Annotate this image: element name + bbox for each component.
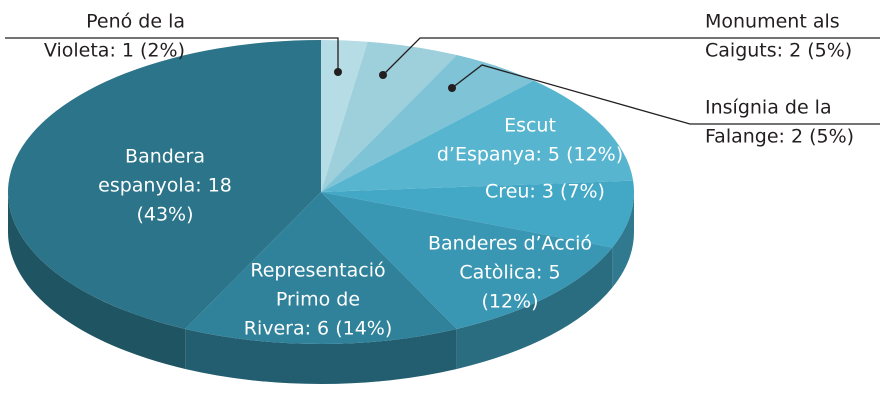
slice <box>321 40 368 192</box>
data-label: Primo de <box>276 289 360 311</box>
slice <box>7 40 322 329</box>
leader-dot <box>334 68 342 76</box>
slice-side <box>612 192 634 288</box>
data-label: Rivera: 6 (14%) <box>244 318 393 340</box>
data-label: Caiguts: 2 (5%) <box>705 40 852 62</box>
data-label: Penó de la <box>86 11 185 33</box>
data-label: Catòlica: 5 <box>459 262 560 284</box>
data-label: Violeta: 1 (2%) <box>44 40 185 62</box>
data-label: (43%) <box>136 204 193 226</box>
data-label: Escut <box>504 115 556 137</box>
slice-side <box>8 192 186 369</box>
leader-line <box>5 37 339 72</box>
leader-line <box>382 37 880 76</box>
data-label: Representació <box>250 260 385 282</box>
pie <box>7 40 634 384</box>
data-label: Creu: 3 (7%) <box>485 181 605 203</box>
data-label: Banderes d’Acció <box>428 233 592 255</box>
slice <box>321 180 634 248</box>
data-label: Insígnia de la <box>705 97 832 119</box>
slice <box>185 192 457 344</box>
data-label: (12%) <box>481 291 538 313</box>
data-label: Monument als <box>705 11 840 33</box>
slice-side <box>456 247 613 369</box>
slice <box>321 80 634 192</box>
leader-lines <box>5 37 880 125</box>
leader-line <box>451 64 880 125</box>
leader-dot <box>379 71 387 79</box>
data-label: d’Espanya: 5 (12%) <box>437 144 623 166</box>
labels: Penó de la Violeta: 1 (2%) Monument als Cai… <box>44 11 854 340</box>
data-label: espanyola: 18 <box>98 175 232 197</box>
slice <box>321 55 534 192</box>
data-label: Falange: 2 (5%) <box>705 126 854 148</box>
slice <box>321 192 613 329</box>
data-label: Bandera <box>125 146 205 168</box>
slice-side <box>185 328 457 384</box>
slice <box>321 41 457 192</box>
leader-dot <box>448 84 456 92</box>
